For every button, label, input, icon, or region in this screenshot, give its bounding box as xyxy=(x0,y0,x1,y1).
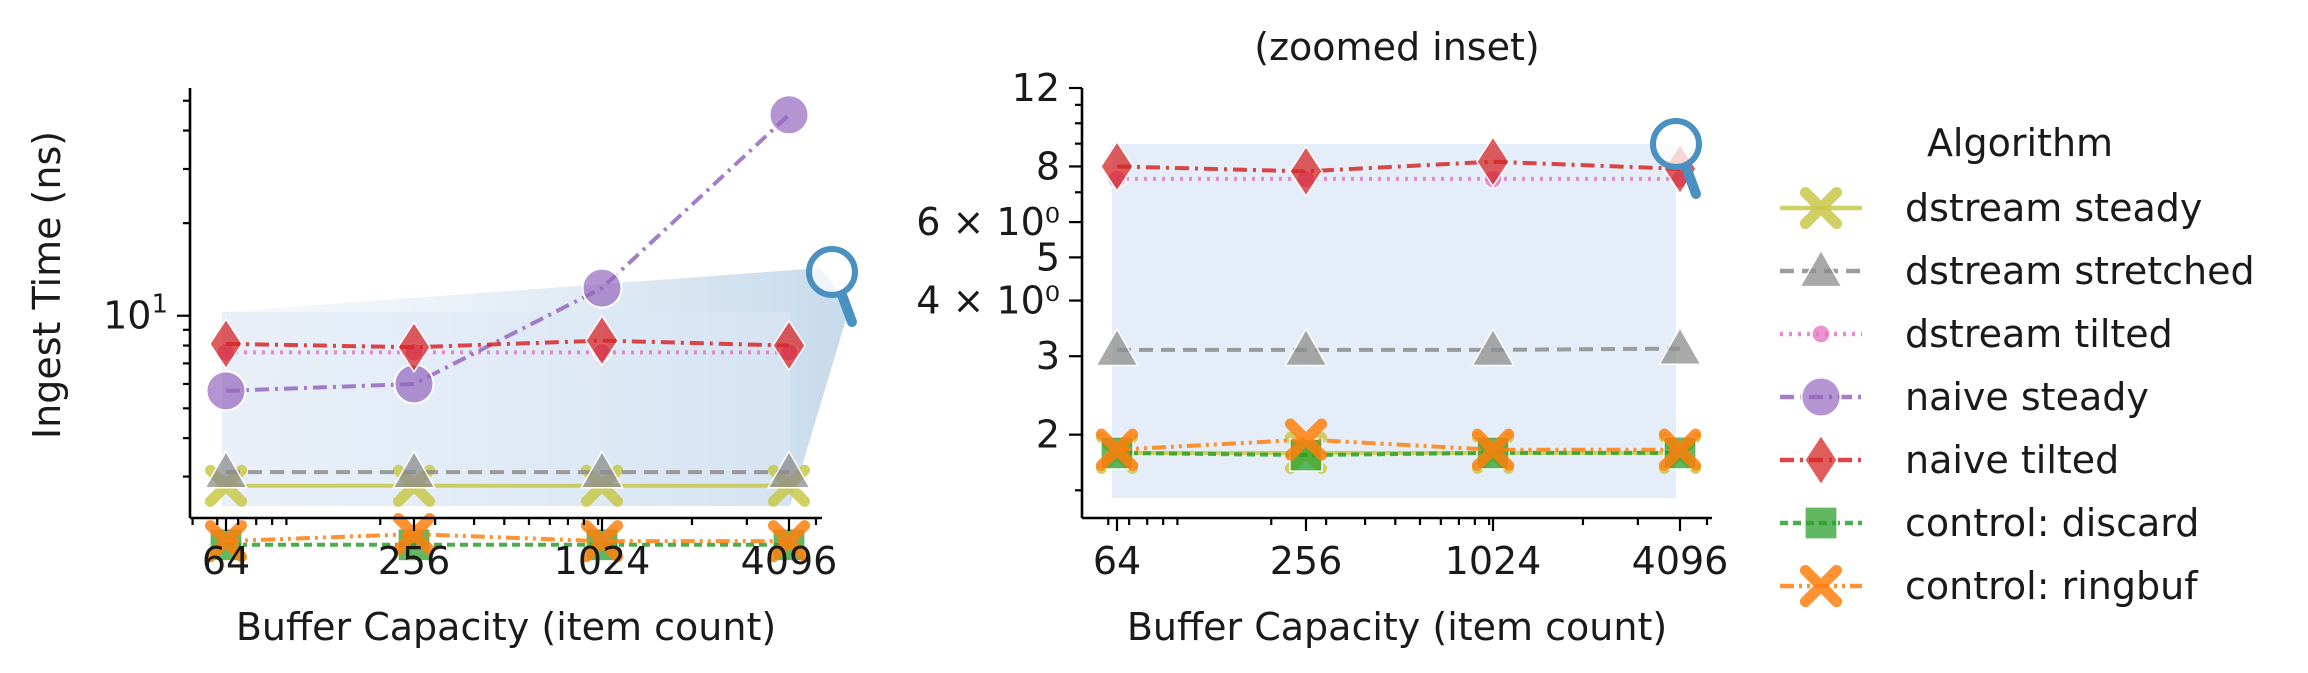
data-point xyxy=(396,321,432,374)
legend: Algorithm dstream steady dstream stretche… xyxy=(1780,121,2255,608)
legend-label: dstream tilted xyxy=(1905,312,2173,356)
data-point xyxy=(767,520,811,563)
legend-label: naive steady xyxy=(1905,375,2149,419)
data-point xyxy=(208,317,244,370)
y-tick-label: 8 xyxy=(1036,144,1060,188)
y-tick-label: 12 xyxy=(1012,66,1060,110)
series-line xyxy=(1116,159,1681,174)
x-axis-label-right: Buffer Capacity (item count) xyxy=(1127,605,1667,649)
legend-marker xyxy=(1799,186,1843,230)
legend-marker xyxy=(1811,324,1831,344)
data-point xyxy=(1288,145,1324,198)
x-tick-label: 256 xyxy=(378,539,451,583)
data-point xyxy=(1095,428,1139,471)
y-tick-label: 2 xyxy=(1036,413,1060,457)
data-point xyxy=(584,314,620,367)
legend-label: naive tilted xyxy=(1905,438,2119,482)
y-tick-label: 6 × 10⁰ xyxy=(916,200,1060,244)
legend-entry: naive tilted xyxy=(1780,433,2119,487)
data-point xyxy=(766,449,812,489)
x-tick-label: 64 xyxy=(202,539,250,583)
x-tick-label: 1024 xyxy=(554,539,651,583)
data-point xyxy=(771,319,807,372)
legend-label: control: discard xyxy=(1905,501,2199,545)
series-line xyxy=(1117,346,1681,352)
data-point xyxy=(768,94,810,136)
y-tick-label: 3 xyxy=(1036,334,1060,378)
x-tick-label: 1024 xyxy=(1445,539,1542,583)
y-tick-label: 101 xyxy=(103,290,168,338)
data-point xyxy=(203,449,249,489)
legend-entry: dstream steady xyxy=(1780,186,2202,230)
magnifier-icon xyxy=(806,246,858,327)
data-point xyxy=(1099,140,1135,193)
x-axis-label-left: Buffer Capacity (item count) xyxy=(236,605,776,649)
inset-title: (zoomed inset) xyxy=(1254,25,1539,69)
data-point xyxy=(1475,135,1511,188)
legend-label: control: ringbuf xyxy=(1905,564,2199,608)
zoom-region-inset xyxy=(1112,144,1676,498)
y-tick-label: 5 xyxy=(1036,235,1060,279)
y-axis-label-left: Ingest Time (ns) xyxy=(25,131,69,439)
series-line xyxy=(225,338,790,350)
legend-marker xyxy=(1804,506,1838,540)
main-chart: 101 64 256 1024 4096 Buffer Capacity (item … xyxy=(25,88,858,649)
data-point xyxy=(1471,428,1515,471)
series-line xyxy=(1116,437,1680,452)
y-tick-label: 4 × 10⁰ xyxy=(916,279,1060,323)
data-point xyxy=(1094,327,1140,367)
data-point xyxy=(392,513,436,556)
data-point xyxy=(581,267,623,309)
magnifier-icon xyxy=(1650,118,1702,199)
legend-marker xyxy=(1800,376,1842,418)
legend-entry: control: ringbuf xyxy=(1780,564,2199,608)
legend-marker xyxy=(1798,248,1844,288)
data-point xyxy=(391,449,437,489)
legend-entry: control: discard xyxy=(1780,501,2199,545)
x-tick-label: 4096 xyxy=(741,539,838,583)
x-tick-label: 4096 xyxy=(1632,539,1729,583)
legend-entry: dstream tilted xyxy=(1780,312,2173,356)
legend-label: dstream steady xyxy=(1905,186,2202,230)
data-point xyxy=(1470,327,1516,367)
legend-marker xyxy=(1799,564,1843,608)
x-tick-label: 256 xyxy=(1270,539,1343,583)
data-point xyxy=(1658,428,1702,471)
data-point xyxy=(580,520,624,563)
data-point xyxy=(1284,418,1328,461)
legend-label: dstream stretched xyxy=(1905,249,2255,293)
legend-entry: dstream stretched xyxy=(1780,248,2255,293)
legend-marker xyxy=(1803,433,1839,487)
data-point xyxy=(204,520,248,563)
data-point xyxy=(1283,327,1329,367)
zoom-region xyxy=(222,312,790,506)
data-point xyxy=(1657,326,1703,365)
series-line xyxy=(225,113,791,393)
series-line xyxy=(225,532,789,544)
data-point xyxy=(579,449,625,489)
series-line xyxy=(1116,450,1680,458)
data-point xyxy=(205,370,247,412)
x-tick-label: 64 xyxy=(1093,539,1141,583)
legend-title: Algorithm xyxy=(1927,121,2113,165)
legend-entry: naive steady xyxy=(1780,375,2149,419)
